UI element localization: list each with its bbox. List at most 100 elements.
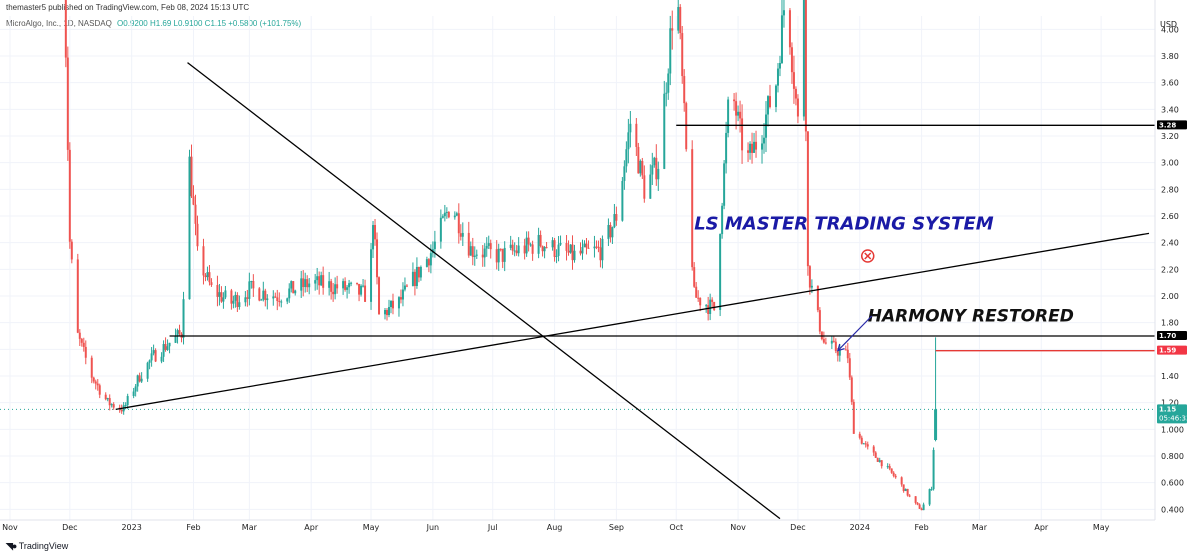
- time-tick-label: Apr: [304, 523, 319, 532]
- candle-body: [844, 349, 847, 351]
- candle: [848, 352, 851, 380]
- price-label-bg: [1157, 120, 1187, 130]
- candle-body: [782, 10, 785, 16]
- candle: [276, 289, 279, 311]
- candle: [364, 279, 367, 303]
- candle: [208, 264, 211, 286]
- candle: [565, 235, 568, 261]
- candle-body: [741, 118, 744, 151]
- candle-body: [751, 143, 754, 153]
- price-label-tag[interactable]: 1.70: [1157, 331, 1187, 340]
- candle: [906, 488, 909, 497]
- candle: [132, 387, 135, 399]
- price-tick-label: 3.20: [1161, 132, 1179, 141]
- candle-body: [112, 404, 115, 408]
- candle-body: [342, 281, 345, 289]
- candle-body: [397, 297, 400, 309]
- candle-body: [749, 143, 752, 153]
- candle: [230, 288, 233, 310]
- candle-body: [930, 489, 933, 491]
- candle: [755, 130, 758, 158]
- candle: [178, 324, 181, 336]
- candle: [194, 194, 197, 236]
- candle-body: [443, 212, 446, 217]
- candle: [932, 447, 935, 491]
- candle: [669, 15, 672, 86]
- candle-body: [655, 157, 658, 180]
- candle: [84, 340, 87, 365]
- candle-body: [627, 132, 630, 150]
- candle: [818, 307, 821, 335]
- candle: [344, 277, 347, 292]
- drawings[interactable]: [0, 62, 1155, 520]
- candle: [413, 269, 416, 296]
- candle: [431, 241, 434, 258]
- axes[interactable]: USD0.4000.6000.8001.0001.201.401.601.802…: [0, 0, 1190, 532]
- candle: [683, 69, 686, 112]
- candle: [348, 279, 351, 294]
- price-label-bg: [1157, 331, 1187, 340]
- candle: [776, 63, 779, 93]
- candle-body: [848, 358, 851, 378]
- candle: [106, 397, 109, 402]
- candle: [794, 86, 797, 106]
- candle: [332, 282, 335, 302]
- time-tick-label: 2023: [121, 523, 141, 532]
- candle: [180, 332, 183, 343]
- price-tick-label: 3.60: [1161, 79, 1179, 88]
- candle: [914, 496, 917, 505]
- candle-body: [391, 300, 394, 309]
- candle: [651, 152, 654, 186]
- candle-body: [862, 443, 865, 445]
- candle: [252, 274, 255, 297]
- candle-body: [415, 266, 418, 287]
- candle-body: [194, 204, 197, 224]
- candle-body: [124, 404, 127, 406]
- candle-body: [132, 391, 135, 397]
- price-tick-label: 2.00: [1161, 292, 1179, 301]
- candle: [94, 379, 97, 390]
- candle: [663, 80, 666, 170]
- symbol-name[interactable]: MicroAlgo, Inc., 1D, NASDAQ: [6, 19, 112, 28]
- candle: [808, 265, 811, 295]
- trend-line[interactable]: [115, 232, 1150, 410]
- candle: [753, 132, 756, 153]
- circle-x-stroke: [864, 252, 872, 260]
- tradingview-logo[interactable]: ◥● TradingView: [6, 541, 68, 552]
- candle: [76, 253, 79, 334]
- candle-body: [767, 96, 770, 115]
- candle-body: [820, 331, 823, 340]
- candle-body: [146, 362, 149, 379]
- candle: [846, 342, 849, 364]
- candle: [543, 246, 546, 259]
- candle-body: [667, 73, 670, 93]
- candle: [860, 435, 863, 445]
- candle-body: [252, 281, 255, 289]
- candle: [328, 271, 331, 296]
- candle-body: [585, 243, 588, 248]
- candle: [741, 104, 744, 164]
- price-label-text: 1.59: [1159, 347, 1176, 355]
- candle-body: [459, 233, 462, 237]
- candle: [920, 507, 923, 511]
- candle-body: [461, 232, 464, 237]
- price-label-tag[interactable]: 1.59: [1157, 345, 1187, 355]
- candle-body: [816, 285, 819, 311]
- candle-body: [914, 496, 917, 503]
- candle-body: [234, 294, 237, 301]
- candle: [495, 240, 498, 270]
- candle: [370, 242, 373, 310]
- candle-body: [376, 239, 379, 278]
- candle-body: [611, 227, 614, 238]
- candle: [765, 101, 768, 153]
- candle: [417, 266, 420, 283]
- candle: [531, 240, 534, 261]
- candle-body: [348, 283, 351, 288]
- candle: [292, 281, 295, 294]
- trend-line[interactable]: [187, 62, 781, 520]
- price-label-tag[interactable]: 3.28: [1157, 120, 1187, 130]
- candle: [599, 237, 602, 268]
- candle: [138, 372, 141, 383]
